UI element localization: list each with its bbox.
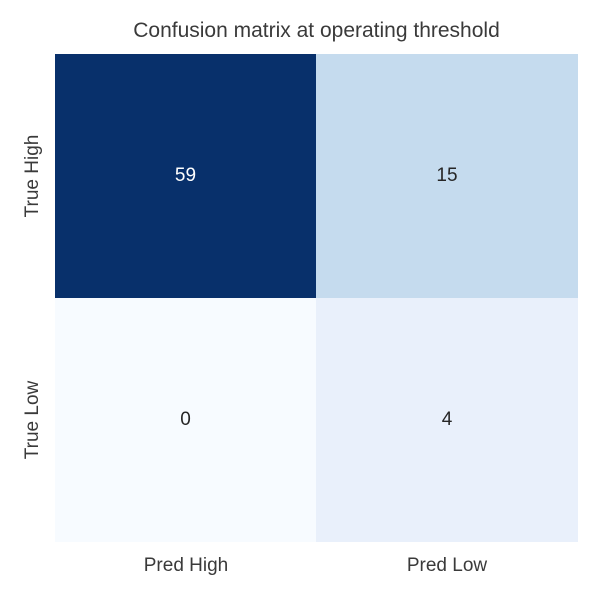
x-tick-label-pred-high: Pred High — [143, 555, 229, 576]
y-tick-label-true-high: True High — [22, 134, 43, 218]
cell-value-true-high-pred-high: 59 — [174, 165, 197, 186]
cell-value-true-low-pred-low: 4 — [441, 409, 453, 430]
x-tick-label-pred-low: Pred Low — [406, 555, 488, 576]
heatmap-cell-true-low-pred-low: 4 — [316, 298, 578, 542]
heatmap-cell-true-high-pred-low: 15 — [316, 54, 578, 298]
heatmap-cell-true-low-pred-high: 0 — [55, 298, 316, 542]
heatmap-grid: 59 15 0 4 — [55, 54, 578, 542]
y-tick-label-true-low: True Low — [22, 380, 43, 460]
chart-title: Confusion matrix at operating threshold — [133, 19, 500, 42]
heatmap-cell-true-high-pred-high: 59 — [55, 54, 316, 298]
cell-value-true-high-pred-low: 15 — [436, 165, 458, 186]
cell-value-true-low-pred-high: 0 — [180, 409, 191, 430]
